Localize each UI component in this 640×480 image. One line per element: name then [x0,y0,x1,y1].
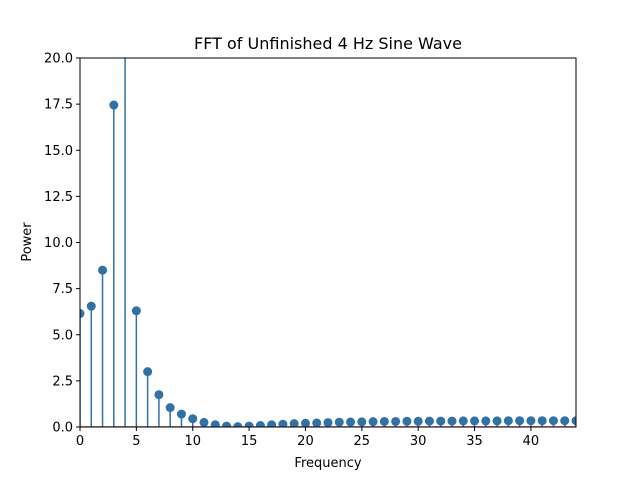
stem-marker [176,409,186,419]
y-tick-label: 5.0 [52,328,73,343]
stem-marker [379,416,389,426]
plot-marks [80,58,576,427]
x-axis-ticks: 0 5 10 15 20 25 30 35 40 [76,427,539,449]
x-tick-label: 0 [76,434,84,449]
y-tick-label: 10.0 [44,236,73,251]
y-tick-label: 7.5 [52,282,73,297]
stem-marker [515,416,525,426]
stem-marker [165,403,175,413]
stem-marker [278,419,288,427]
x-tick-label: 20 [297,434,314,449]
stem-marker [143,367,153,377]
stem-marker [447,416,457,426]
x-tick-label: 40 [523,434,540,449]
stem-marker [470,416,480,426]
stem-marker [323,418,333,427]
stem-marker [312,418,322,427]
stem-marker [413,416,423,426]
stem-marker [537,416,547,426]
stem-marker [424,416,434,426]
y-tick-label: 15.0 [44,144,73,159]
stem-marker [289,419,299,427]
stem-marker [548,416,558,426]
stem-marker [210,420,220,427]
x-tick-label: 25 [354,434,371,449]
stem-marker [481,416,491,426]
y-axis-label: Power [20,222,35,262]
stem-marker [222,421,232,427]
stem-marker [334,417,344,427]
stem-marker [346,417,356,427]
stem-marker [571,416,576,426]
y-tick-label: 17.5 [44,98,73,113]
y-tick-label: 0.0 [52,421,73,436]
x-tick-label: 5 [132,434,140,449]
stem-marker [188,414,198,424]
stem-marker [300,418,310,427]
y-axis-ticks: 0.0 2.5 5.0 7.5 10.0 12.5 15.0 17.5 20.0 [44,52,80,436]
stem-marker [131,306,141,316]
stem-marker [255,421,265,427]
stem-marker [109,100,119,110]
stem-marker [458,416,468,426]
stem-marker [199,417,209,427]
x-tick-label: 30 [410,434,427,449]
stem-marker [560,416,570,426]
stem-marker [86,301,96,311]
stem-marker [526,416,536,426]
y-tick-label: 12.5 [44,190,73,205]
x-tick-label: 35 [466,434,483,449]
stem-marker [492,416,502,426]
stem-marker [267,420,277,427]
stem-marker [154,390,164,400]
stem-marker [402,416,412,426]
x-tick-label: 10 [184,434,201,449]
stem-marker [80,309,85,319]
x-axis-label: Frequency [294,456,361,471]
stem-marker [436,416,446,426]
y-tick-label: 2.5 [52,374,73,389]
chart-title: FFT of Unfinished 4 Hz Sine Wave [194,34,462,53]
stem-marker [503,416,513,426]
stem-marker [98,265,108,275]
stem-marker [244,421,254,427]
y-tick-label: 20.0 [44,52,73,67]
stem-marker [357,417,367,427]
x-tick-label: 15 [241,434,258,449]
stem-marker [391,416,401,426]
stem-marker [368,417,378,427]
stem-marker [233,422,243,427]
